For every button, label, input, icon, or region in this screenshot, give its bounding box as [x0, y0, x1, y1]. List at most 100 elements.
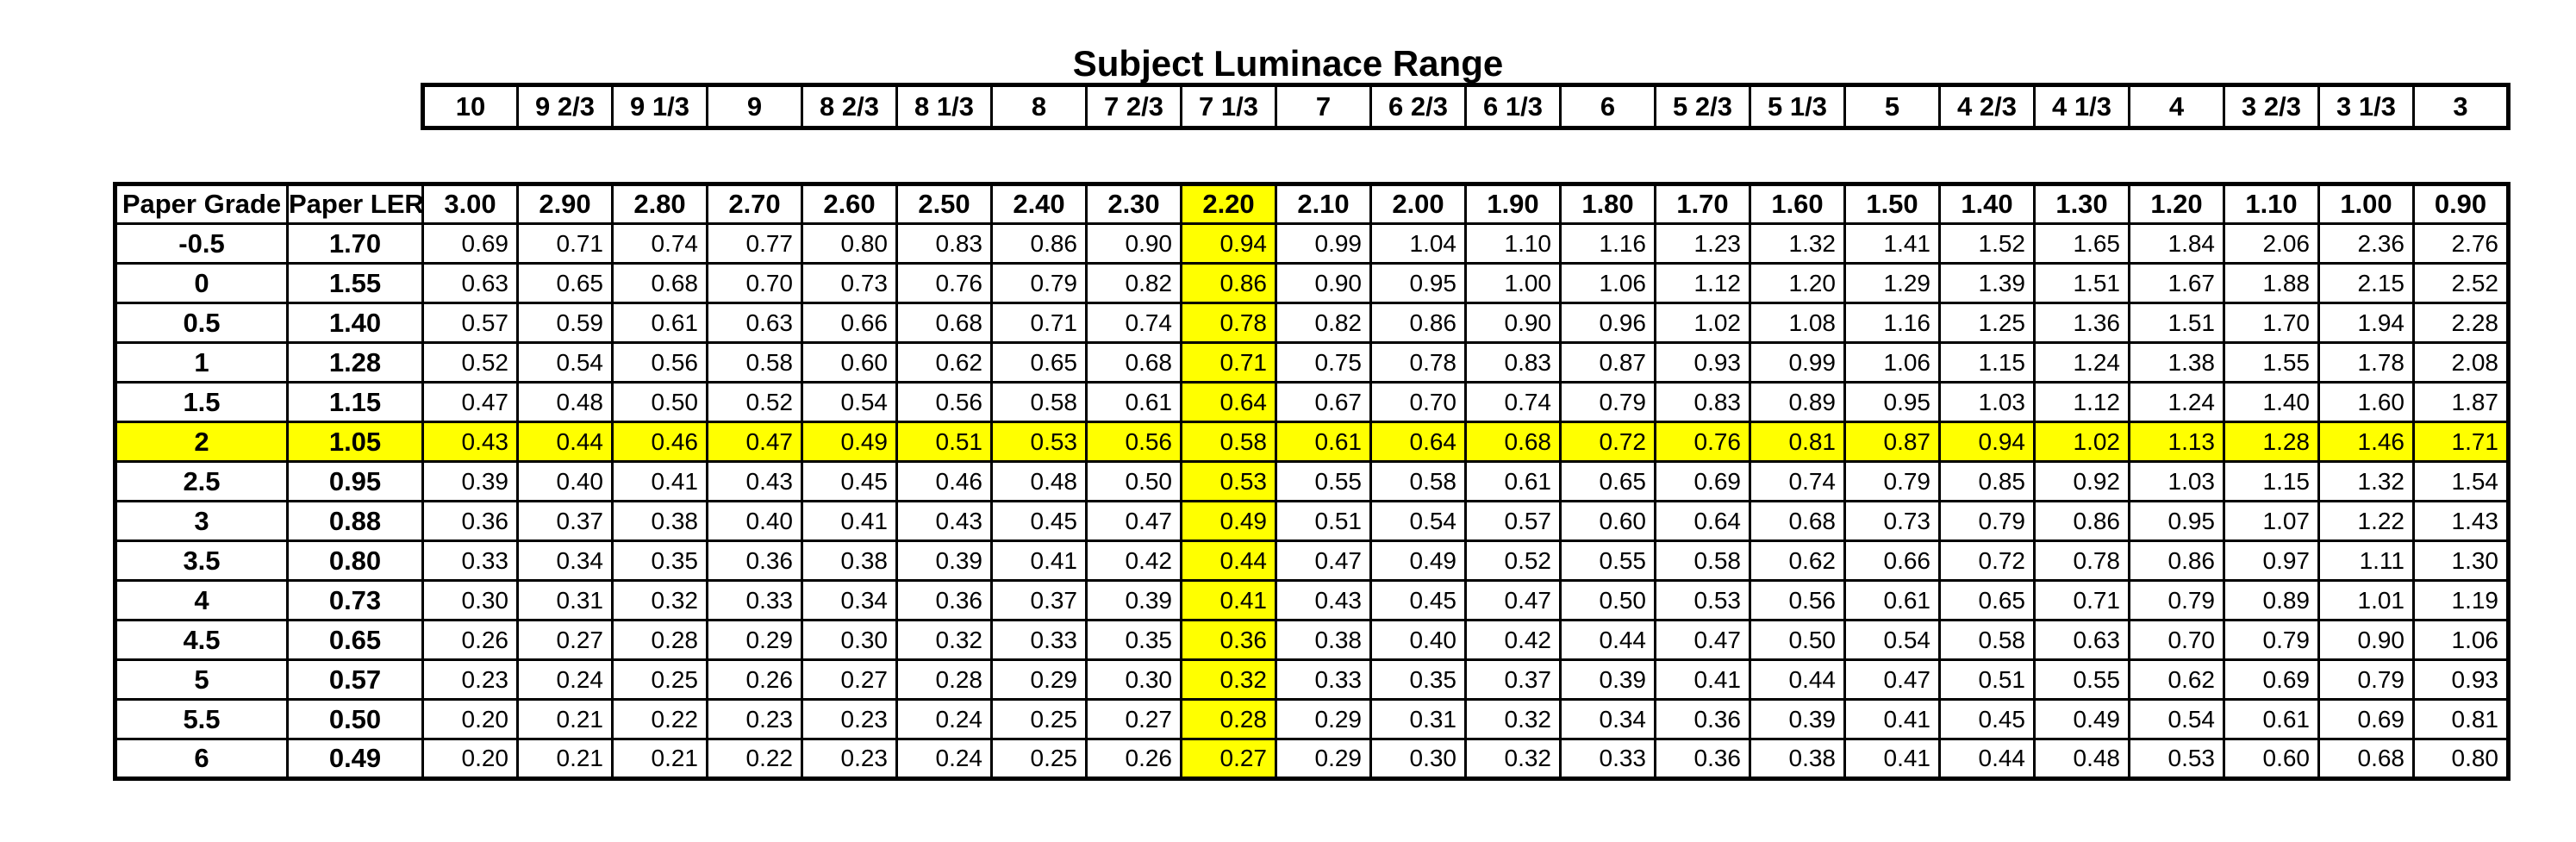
value-cell: 0.62	[1749, 540, 1846, 582]
value-cell: 1.41	[1843, 222, 1941, 265]
value-cell: 0.48	[516, 381, 614, 423]
stops-header-row: 10 9 2/3 9 1/3 9 8 2/3 8 1/3 8 7 2/3 7 1/3 7 6 2/3…	[421, 84, 2510, 129]
value-cell: 0.95	[1843, 381, 1941, 423]
value-cell: 0.50	[611, 381, 708, 423]
value-cell: 0.30	[421, 579, 519, 621]
stops-header-cell: 10	[421, 84, 519, 129]
subject-luminance-range-stops-table: 10 9 2/3 9 1/3 9 8 2/3 8 1/3 8 7 2/3 7 1/3 7 6 2/3…	[421, 83, 2511, 130]
value-cell: 1.43	[2412, 500, 2510, 542]
value-cell: 0.54	[1369, 500, 1467, 542]
value-cell: 0.61	[1085, 381, 1182, 423]
paper-grade-ler-table: Paper Grade Paper LER 3.00 2.90 2.80 2.70 2.60…	[113, 182, 2511, 781]
value-cell: 0.39	[895, 540, 993, 582]
value-cell: 2.06	[2223, 222, 2320, 265]
value-cell: 1.15	[2223, 460, 2320, 502]
value-cell: 0.61	[611, 302, 708, 344]
value-cell: 0.92	[2033, 460, 2130, 502]
stops-header-cell: 5 2/3	[1654, 84, 1751, 129]
value-cell: 0.49	[1180, 500, 1277, 542]
value-cell: 0.58	[1369, 460, 1467, 502]
value-cell: 0.76	[1654, 421, 1751, 463]
value-cell: 0.79	[2128, 579, 2225, 621]
value-cell: 0.44	[1559, 619, 1656, 661]
value-cell: 0.32	[895, 619, 993, 661]
value-cell: 1.06	[1559, 262, 1656, 304]
page-title: Subject Luminace Range	[1072, 43, 1504, 84]
paper-grade-cell: 3	[114, 500, 289, 542]
stops-header-cell: 7 1/3	[1180, 84, 1277, 129]
value-cell: 0.61	[1464, 460, 1562, 502]
value-cell: 0.21	[516, 738, 614, 780]
value-cell: 2.52	[2412, 262, 2510, 304]
value-cell: 0.24	[895, 698, 993, 740]
value-cell: 0.56	[1085, 421, 1182, 463]
value-cell: 0.63	[2033, 619, 2130, 661]
stops-header-cell: 4 1/3	[2033, 84, 2130, 129]
paper-grade-cell: 2	[114, 421, 289, 463]
paper-grade-cell: 3.5	[114, 540, 289, 582]
paper-grade-cell: 4	[114, 579, 289, 621]
value-cell: 0.20	[421, 698, 519, 740]
value-cell: 0.34	[801, 579, 898, 621]
density-header-cell: 1.10	[2223, 183, 2320, 225]
paper-grade-cell: 6	[114, 738, 289, 780]
density-header-cell: 2.30	[1085, 183, 1182, 225]
value-cell: 0.78	[2033, 540, 2130, 582]
value-cell: 0.23	[706, 698, 803, 740]
value-cell: 0.83	[1654, 381, 1751, 423]
paper-ler-cell: 0.50	[286, 698, 424, 740]
value-cell: 0.99	[1275, 222, 1372, 265]
value-cell: 0.29	[1275, 698, 1372, 740]
value-cell: 0.86	[990, 222, 1088, 265]
paper-ler-column-header: Paper LER	[286, 183, 424, 225]
value-cell: 0.62	[895, 341, 993, 384]
value-cell: 0.22	[706, 738, 803, 780]
value-cell: 0.49	[1369, 540, 1467, 582]
value-cell: 1.46	[2317, 421, 2415, 463]
value-cell: 0.79	[2223, 619, 2320, 661]
value-cell: 0.47	[1843, 658, 1941, 701]
value-cell: 1.10	[1464, 222, 1562, 265]
value-cell: 0.47	[421, 381, 519, 423]
value-cell: 0.87	[1559, 341, 1656, 384]
value-cell: 0.37	[516, 500, 614, 542]
value-cell: 0.69	[2223, 658, 2320, 701]
density-header-cell: 1.40	[1938, 183, 2036, 225]
value-cell: 1.06	[2412, 619, 2510, 661]
value-cell: 1.07	[2223, 500, 2320, 542]
value-cell: 0.79	[1938, 500, 2036, 542]
value-cell: 0.63	[706, 302, 803, 344]
value-cell: 0.23	[801, 738, 898, 780]
density-header-cell: 1.00	[2317, 183, 2415, 225]
value-cell: 0.31	[516, 579, 614, 621]
value-cell: 1.16	[1843, 302, 1941, 344]
value-cell: 0.66	[801, 302, 898, 344]
value-cell: 0.51	[1275, 500, 1372, 542]
paper-grade-cell: 1	[114, 341, 289, 384]
value-cell: 0.20	[421, 738, 519, 780]
value-cell: 0.42	[1085, 540, 1182, 582]
value-cell: 1.12	[1654, 262, 1751, 304]
value-cell: 0.33	[1559, 738, 1656, 780]
value-cell: 1.24	[2033, 341, 2130, 384]
value-cell: 0.38	[1275, 619, 1372, 661]
value-cell: 0.36	[706, 540, 803, 582]
value-cell: 0.41	[801, 500, 898, 542]
value-cell: 0.53	[990, 421, 1088, 463]
stops-header-cell: 6 1/3	[1464, 84, 1562, 129]
value-cell: 0.52	[1464, 540, 1562, 582]
value-cell: 0.51	[1938, 658, 2036, 701]
stops-header-cell: 4	[2128, 84, 2225, 129]
value-cell: 0.73	[801, 262, 898, 304]
value-cell: 0.26	[421, 619, 519, 661]
value-cell: 0.68	[2317, 738, 2415, 780]
value-cell: 1.13	[2128, 421, 2225, 463]
value-cell: 1.78	[2317, 341, 2415, 384]
value-cell: 0.28	[1180, 698, 1277, 740]
value-cell: 1.11	[2317, 540, 2415, 582]
value-cell: 0.54	[516, 341, 614, 384]
value-cell: 0.83	[1464, 341, 1562, 384]
paper-ler-cell: 1.40	[286, 302, 424, 344]
stops-header-cell: 5 1/3	[1749, 84, 1846, 129]
value-cell: 0.32	[611, 579, 708, 621]
